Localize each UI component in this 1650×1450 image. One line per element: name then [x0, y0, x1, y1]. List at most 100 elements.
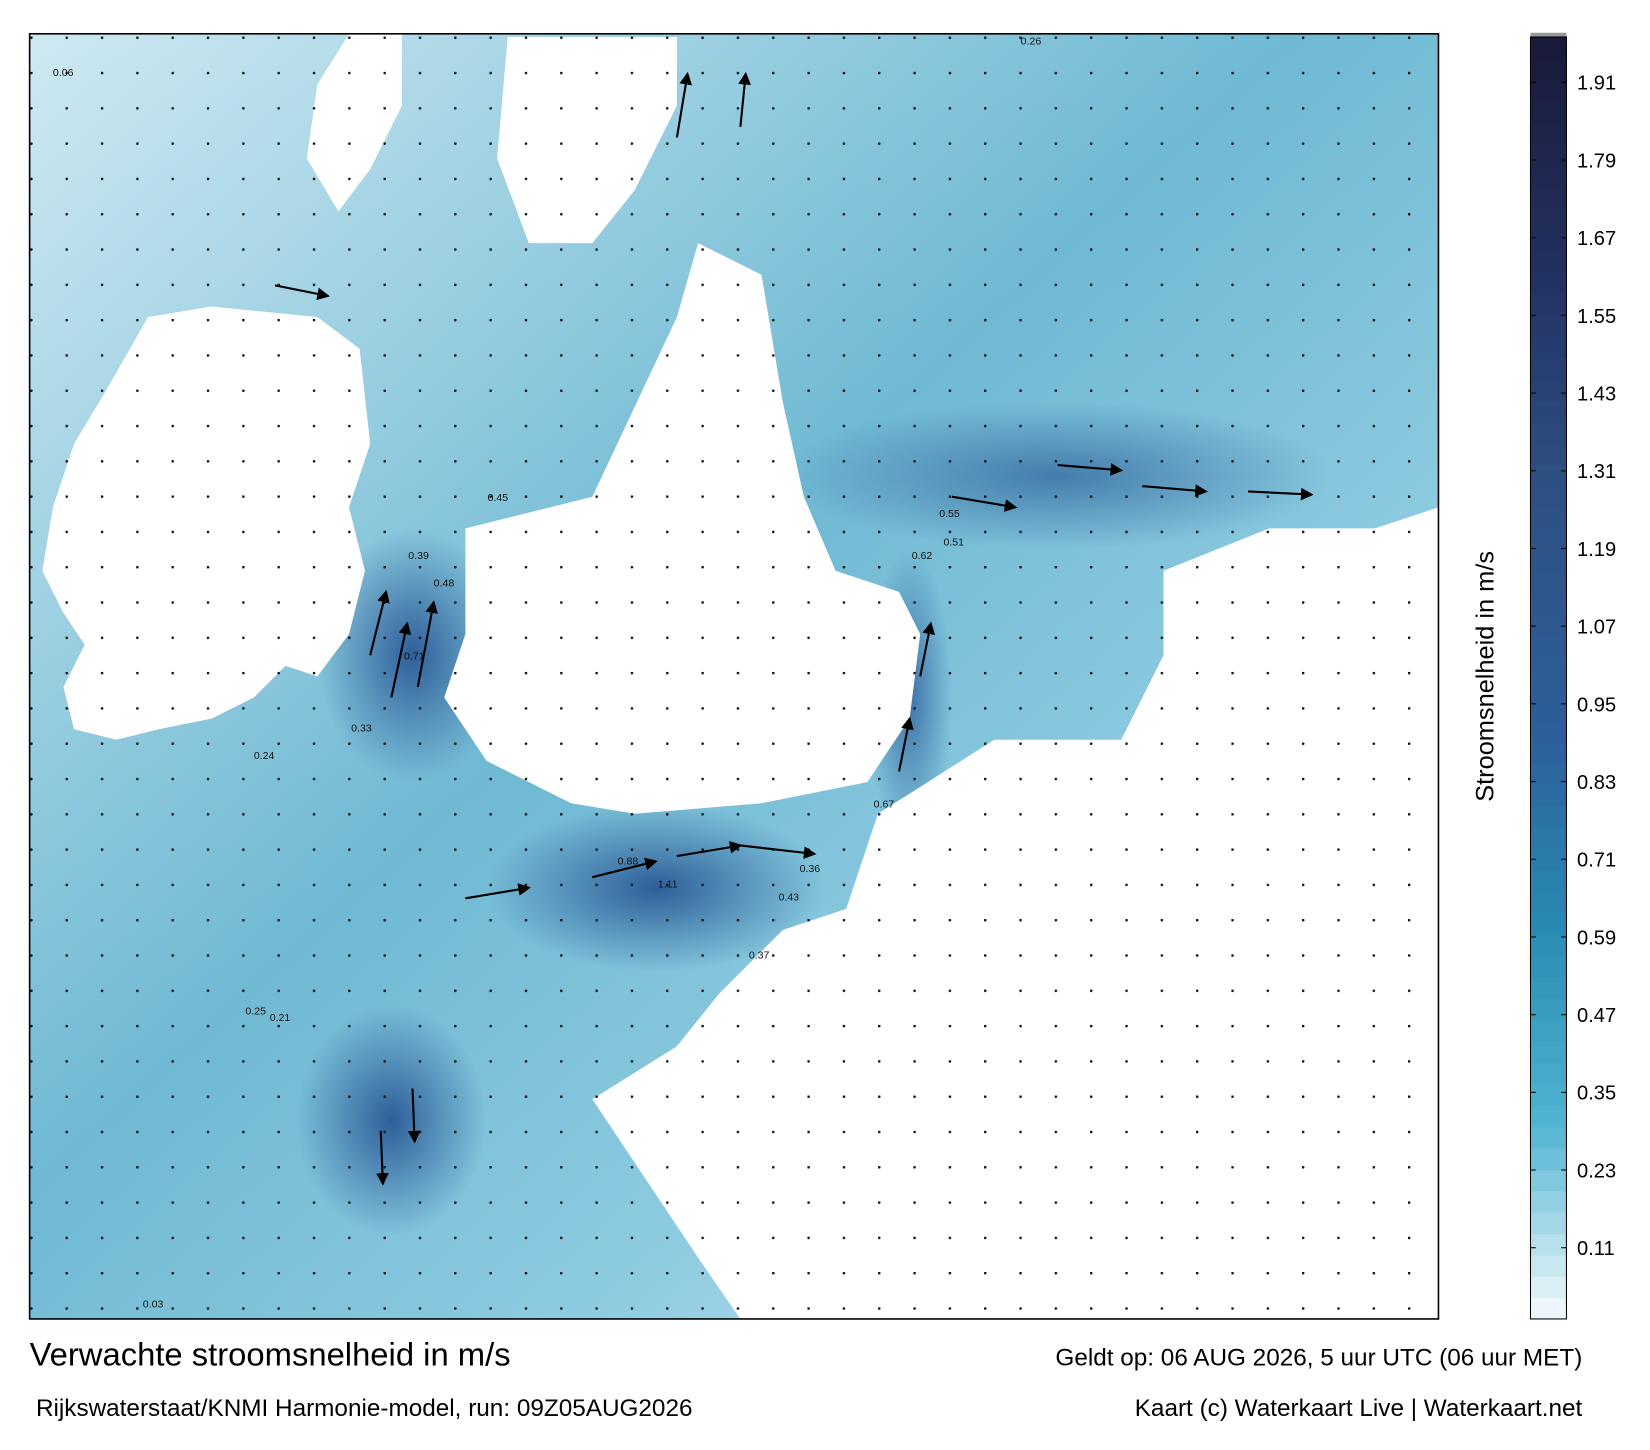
title: Verwachte stroomsnelheid in m/s [30, 1335, 511, 1372]
colorbar-segment [1530, 1148, 1567, 1170]
map-frame [28, 33, 1440, 1320]
colorbar-segment [1530, 1083, 1567, 1106]
map-value-label: 0.39 [408, 550, 429, 562]
colorbar-segment [1530, 677, 1567, 700]
colorbar-segment [1530, 485, 1567, 508]
colorbar-tick-label: 0.59 [1577, 927, 1616, 949]
credit: Kaart (c) Waterkaart Live | Waterkaart.n… [1135, 1395, 1583, 1422]
current-arrows [274, 71, 1314, 1186]
map-value-label: 0.03 [143, 1298, 164, 1310]
map-value-label: 0.43 [778, 891, 799, 903]
colorbar-segment [1530, 1105, 1567, 1128]
colorbar-segment [1530, 806, 1567, 829]
colorbar-segment [1530, 827, 1567, 850]
colorbar-segment [1530, 272, 1567, 294]
map-value-label: 0.45 [488, 492, 509, 504]
colorbar-tick-label: 0.71 [1577, 850, 1616, 872]
colorbar-segment [1530, 122, 1567, 145]
colorbar-segment [1530, 934, 1567, 957]
map-value-label: 0.55 [939, 508, 960, 520]
colorbar-tick-label: 1.43 [1577, 383, 1616, 405]
colorbar-segment [1530, 357, 1567, 380]
colorbar-segment [1530, 400, 1567, 423]
colorbar-segment [1530, 464, 1567, 487]
valid-time: Geldt op: 06 AUG 2026, 5 uur UTC (06 uur… [1055, 1344, 1582, 1371]
colorbar-segment [1530, 293, 1567, 316]
colorbar-segment [1530, 848, 1567, 871]
colorbar-label: Stroomsnelheid in m/s [1471, 551, 1499, 802]
colorbar-segment [1530, 1254, 1567, 1277]
colorbar-tick-label: 0.95 [1577, 694, 1616, 716]
colorbar-tick-label: 1.91 [1577, 73, 1616, 95]
colorbar-segment [1530, 955, 1567, 978]
colorbar-segment [1530, 656, 1567, 679]
colorbar-tick-label: 0.35 [1577, 1083, 1616, 1105]
colorbar-segment [1530, 207, 1567, 230]
grid-dots [29, 33, 1439, 1319]
colorbar-segment [1530, 742, 1567, 764]
map-value-label: 0.25 [245, 1006, 266, 1018]
colorbar-tick-label: 1.79 [1577, 150, 1616, 172]
colorbar-segment [1530, 528, 1567, 551]
colorbar-segment [1530, 314, 1567, 337]
colorbar-tick-label: 0.11 [1577, 1238, 1615, 1260]
colorbar-segment [1530, 507, 1567, 529]
colorbar-segment [1530, 186, 1567, 209]
map-value-label: 1.11 [658, 879, 678, 891]
colorbar-frame [1529, 36, 1567, 1320]
map-labels: 0.06 0.26 0.71 0.88 1.11 0.62 0.55 0.45 0.39 0.03… [53, 35, 1041, 1310]
colorbar-segment [1530, 1190, 1567, 1213]
colorbar-segment [1530, 165, 1567, 188]
colorbar-segment [1530, 143, 1567, 166]
colorbar-tick-label: 0.23 [1577, 1160, 1616, 1182]
colorbar-segment [1530, 336, 1567, 359]
colorbar-segment [1530, 250, 1567, 273]
colorbar-tick-label: 1.19 [1577, 539, 1616, 561]
colorbar-tick-label: 1.31 [1577, 461, 1616, 483]
colorbar-segment [1530, 1233, 1567, 1256]
colorbar-segment [1530, 1062, 1567, 1085]
colorbar-segment [1530, 912, 1567, 935]
colorbar-segment [1530, 1169, 1567, 1192]
colorbar-segment [1530, 784, 1567, 807]
colorbar-tick-label: 1.07 [1577, 617, 1616, 639]
map-value-label: 0.06 [53, 67, 74, 79]
colorbar-tick-label: 1.55 [1577, 306, 1616, 328]
colorbar-segment [1530, 421, 1567, 444]
map-value-label: 0.24 [254, 750, 275, 762]
colorbar-segment [1530, 699, 1567, 722]
colorbar-segment [1530, 977, 1567, 999]
colorbar-segment [1530, 36, 1567, 59]
map-value-label: 0.71 [404, 650, 425, 662]
colorbar-segment [1530, 1126, 1567, 1149]
map-value-label: 0.26 [1021, 35, 1042, 47]
colorbar-segment [1530, 998, 1567, 1021]
colorbar-tick-label: 0.47 [1577, 1005, 1616, 1027]
map-value-label: 0.37 [749, 950, 770, 962]
map-value-label: 0.67 [874, 798, 895, 810]
colorbar: 0.11 0.23 0.35 0.47 0.59 0.71 0.83 0.95 1.07 1.19… [1529, 32, 1616, 1320]
colorbar-segment [1530, 1019, 1567, 1042]
map-value-label: 0.21 [270, 1012, 291, 1024]
map: 0.06 0.26 0.71 0.88 1.11 0.62 0.55 0.45 0.39 0.03… [29, 33, 1439, 1319]
colorbar-segment [1530, 1297, 1567, 1320]
colorbar-segment [1530, 549, 1567, 572]
map-value-label: 0.88 [618, 856, 639, 868]
colorbar-segment [1530, 101, 1567, 123]
colorbar-segment [1530, 870, 1567, 893]
colorbar-segment [1530, 613, 1567, 636]
colorbar-segment [1530, 229, 1567, 252]
colorbar-segment [1530, 1276, 1567, 1299]
colorbar-segment [1530, 79, 1567, 102]
map-value-label: 0.62 [912, 550, 933, 562]
colorbar-segment [1530, 1041, 1567, 1064]
colorbar-segment [1530, 571, 1567, 594]
colorbar-segment [1530, 378, 1567, 401]
map-value-label: 0.33 [351, 722, 372, 734]
colorbar-segment [1530, 442, 1567, 465]
colorbar-tick-label: 0.83 [1577, 772, 1616, 794]
map-value-label: 0.36 [800, 863, 821, 875]
colorbar-segment [1530, 592, 1567, 615]
